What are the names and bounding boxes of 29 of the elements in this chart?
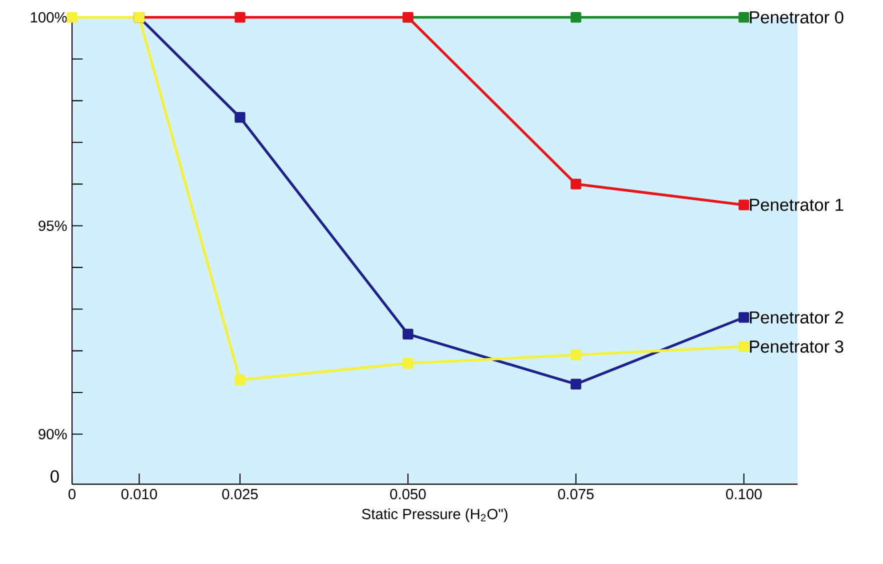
- x-tick-label: 0.075: [558, 488, 594, 500]
- x-tick-label: 0.025: [222, 488, 258, 500]
- x-tick-label: 0.100: [726, 488, 762, 500]
- point: [738, 312, 750, 323]
- point: [570, 350, 582, 360]
- text: 0: [50, 470, 59, 482]
- x-axis-title: Static Pressure (H$_{2}$O"): [362, 508, 508, 522]
- point: [234, 12, 246, 23]
- series-label: Penetrator 1: [750, 198, 844, 211]
- x-tick-label: 0.010: [121, 488, 157, 500]
- y-tick-label: 95%: [38, 220, 67, 231]
- point: [738, 12, 750, 23]
- x-tick-label: 0.050: [390, 488, 426, 500]
- point: [402, 358, 414, 369]
- y-tick-label: 90%: [38, 428, 67, 440]
- series-label: Penetrator 0: [750, 11, 844, 24]
- y-tick-label: 100%: [30, 12, 67, 22]
- series-label: Penetrator 3: [750, 340, 844, 353]
- point: [570, 378, 582, 390]
- point: [234, 112, 246, 123]
- point: [570, 12, 582, 23]
- point: [234, 374, 246, 386]
- point: [570, 178, 582, 190]
- x-tick-label: 0: [68, 488, 76, 500]
- point: [738, 341, 750, 352]
- point: [66, 12, 78, 23]
- point: [738, 199, 750, 210]
- point: [402, 328, 414, 340]
- series-label: Penetrator 2: [750, 311, 844, 324]
